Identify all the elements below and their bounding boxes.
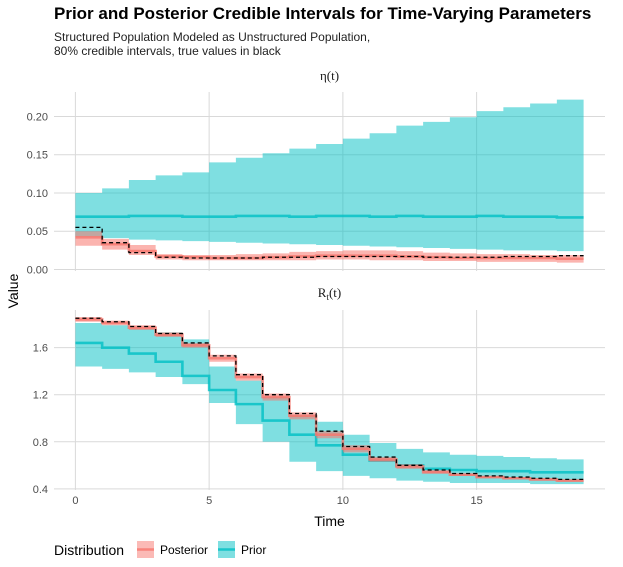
legend-label-posterior: Posterior <box>160 543 208 557</box>
x-tick-label: 5 <box>206 495 212 507</box>
posterior-median-line <box>75 318 584 482</box>
y-tick-label: 0.20 <box>27 111 48 123</box>
x-axis-title: Time <box>314 513 345 529</box>
prior-median-line <box>75 214 584 219</box>
legend: Distribution Posterior Prior <box>54 541 266 558</box>
y-tick-label: 0.10 <box>27 188 48 200</box>
panel-strip-label: Rt(t) <box>318 285 341 302</box>
y-tick-label: 0.8 <box>33 437 48 449</box>
x-tick-label: 10 <box>337 495 349 507</box>
prior-interval-ribbon <box>75 99 584 252</box>
panel-rt: 0.4 0.8 1.2 1.6 Rt(t) <box>33 285 605 496</box>
true-value-line <box>75 317 584 481</box>
x-tick-label: 15 <box>470 495 482 507</box>
chart-subtitle-line-2: 80% credible intervals, true values in b… <box>54 44 281 58</box>
legend-label-prior: Prior <box>241 543 266 557</box>
prior-interval-ribbon <box>75 322 584 485</box>
x-tick-label: 0 <box>72 495 78 507</box>
y-tick-label: 0.4 <box>33 484 48 496</box>
panel-strip-label: η(t) <box>320 68 339 83</box>
y-tick-label: 0.15 <box>27 150 48 162</box>
y-axis-title: Value <box>5 273 21 308</box>
panel-eta: 0.00 0.05 0.10 0.15 0.20 η(t) <box>27 68 605 276</box>
prior-median-line <box>75 341 584 474</box>
y-tick-label: 0.00 <box>27 264 48 276</box>
y-tick-label: 1.2 <box>33 390 48 402</box>
legend-title: Distribution <box>54 542 124 558</box>
y-tick-label: 0.05 <box>27 226 48 238</box>
chart-title: Prior and Posterior Credible Intervals f… <box>54 4 592 23</box>
chart-subtitle-line-1: Structured Population Modeled as Unstruc… <box>54 30 371 44</box>
y-tick-label: 1.6 <box>33 343 48 355</box>
posterior-interval-ribbon <box>75 231 584 263</box>
